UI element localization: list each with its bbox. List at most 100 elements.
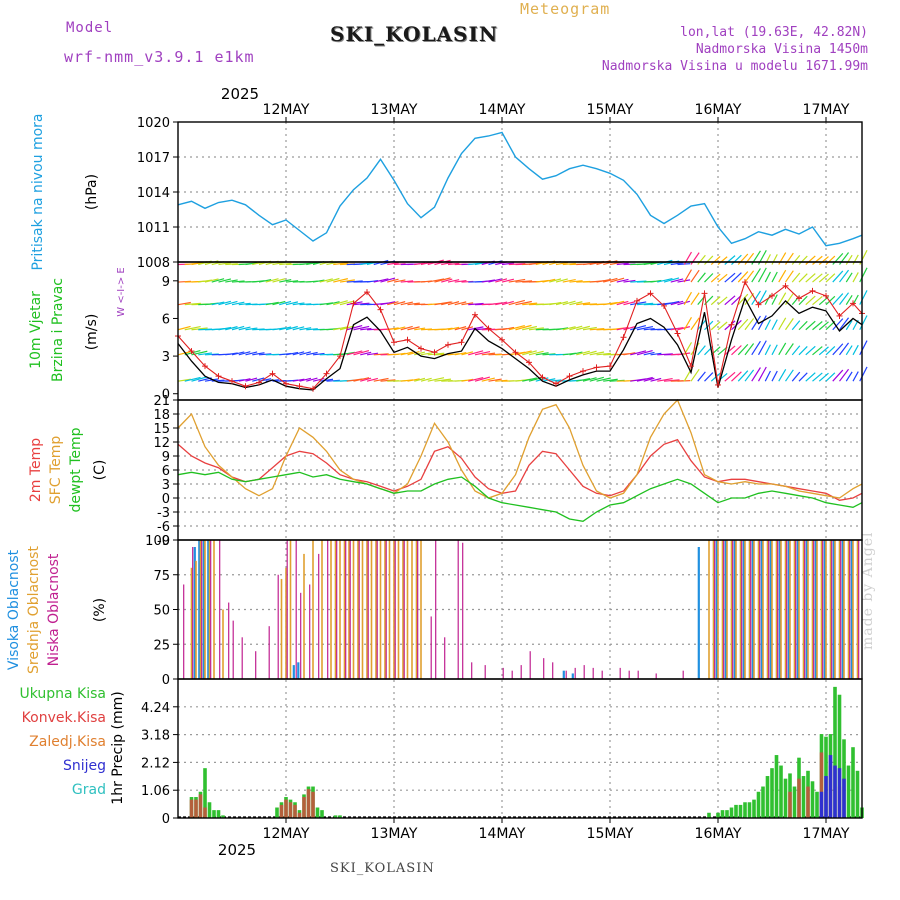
wind-arrow: [272, 278, 286, 283]
station-title: SKI_KOLASIN: [330, 22, 499, 46]
y-tick-label: -3: [157, 506, 170, 521]
wind-arrow: [717, 296, 728, 306]
wind-arrow: [839, 292, 850, 306]
wind-arrow: [306, 351, 318, 356]
precip-snow-bar: [824, 776, 828, 818]
wind-arrow: [683, 291, 693, 305]
precip-conv-bar: [311, 791, 315, 818]
top-year-label: 2025: [221, 85, 259, 103]
wind-arrow: [393, 279, 406, 283]
wind-arrow: [623, 352, 636, 356]
wind-arrow: [757, 340, 767, 356]
wind-arrow: [441, 278, 453, 283]
wind-arrow: [414, 377, 426, 382]
wind-arrow: [299, 377, 312, 382]
wind-arrow: [764, 319, 771, 331]
y-tick-label: 0: [162, 388, 170, 403]
wind-arrow: [542, 353, 556, 356]
wind-arrow: [710, 296, 721, 306]
wind-axis-label-1: 10m Vjetar: [28, 291, 44, 369]
precip-conv-bar: [284, 799, 288, 818]
wind-arrow: [387, 301, 399, 306]
wind-arrow: [737, 318, 749, 331]
wind-arrow: [778, 368, 787, 382]
wind-arrow: [677, 300, 691, 306]
wind-arrow: [191, 376, 208, 382]
wind-arrow: [218, 262, 232, 266]
wind-arrow: [400, 351, 413, 356]
wind-arrow: [501, 262, 515, 266]
precip-total-bar: [761, 786, 765, 818]
wind-arrow: [312, 352, 325, 356]
wind-arrow: [818, 256, 829, 265]
wind-arrow: [757, 315, 767, 331]
wind-arrow: [461, 351, 474, 356]
wind-arrow: [339, 300, 355, 306]
wind-arrow: [717, 256, 728, 265]
wind-arrow: [845, 371, 853, 382]
wind-arrow: [522, 302, 538, 306]
wind-arrow: [731, 272, 742, 283]
wind-arrow: [650, 377, 662, 382]
wind-arrow: [562, 326, 576, 331]
wind-arrow: [366, 352, 379, 356]
wind-arrow: [198, 352, 213, 356]
y-tick-label: 75: [153, 569, 170, 584]
wind-arrow: [285, 280, 299, 283]
wind-arrow: [677, 352, 691, 356]
wind-unit-label: (m/s): [84, 314, 100, 351]
wind-arrow: [441, 261, 453, 266]
precip-conv-bar: [293, 804, 297, 818]
wind-arrow: [812, 321, 823, 331]
wind-arrow: [501, 326, 515, 331]
precip-conv-bar: [288, 802, 293, 818]
wind-arrow: [791, 320, 801, 331]
wind-arrow: [528, 350, 544, 356]
wind-arrow: [785, 318, 794, 331]
wind-arrow: [569, 280, 583, 283]
wind-arrow: [757, 267, 767, 283]
wind-arrow: [630, 325, 647, 331]
wind-arrow: [717, 321, 728, 331]
precip-axis-label: 1hr Precip (mm): [110, 691, 126, 804]
wind-arrow: [690, 252, 700, 265]
wind-arrow: [737, 370, 749, 382]
wind-arrow: [447, 326, 460, 331]
precip-total-bar: [774, 755, 779, 818]
precip-total-bar: [743, 802, 747, 818]
wind-arrow: [353, 302, 370, 306]
wind-arrow: [333, 278, 348, 283]
wind-arrow: [717, 273, 728, 283]
wind-arrow: [258, 353, 272, 356]
wind-arrow: [643, 327, 655, 331]
wind-arrow: [852, 344, 859, 356]
y-tick-label: 0: [162, 812, 170, 827]
cloud-low-axis-label: Niska Oblacnost: [46, 553, 62, 666]
wind-arrow: [555, 278, 568, 283]
wind-arrow: [751, 340, 761, 356]
meteogram-label: Meteogram: [520, 0, 611, 18]
y-tick-label: 1020: [137, 116, 170, 131]
wind-arrow: [731, 254, 742, 265]
y-tick-label: 3.18: [141, 729, 170, 744]
wind-arrow: [508, 324, 525, 331]
y-tick-label: 9: [162, 275, 170, 290]
y-tick-label: -6: [157, 520, 170, 535]
wind-arrow: [650, 279, 662, 283]
wind-arrow: [744, 318, 755, 331]
wind-arrow: [852, 371, 859, 382]
wind-arrow: [596, 352, 612, 356]
wind-arrow: [582, 377, 597, 382]
wind-arrow: [360, 327, 372, 331]
precip-total-bar: [837, 694, 842, 818]
wind-arrow: [663, 300, 680, 306]
wind-arrow: [292, 351, 305, 356]
wind-arrow: [279, 262, 292, 266]
wind-arrow: [508, 299, 525, 306]
wind-arrow: [697, 254, 706, 265]
wind-arrow: [818, 372, 829, 382]
wind-arrow: [805, 273, 816, 283]
frame-layer: [173, 117, 863, 823]
wind-arrow: [832, 318, 844, 331]
